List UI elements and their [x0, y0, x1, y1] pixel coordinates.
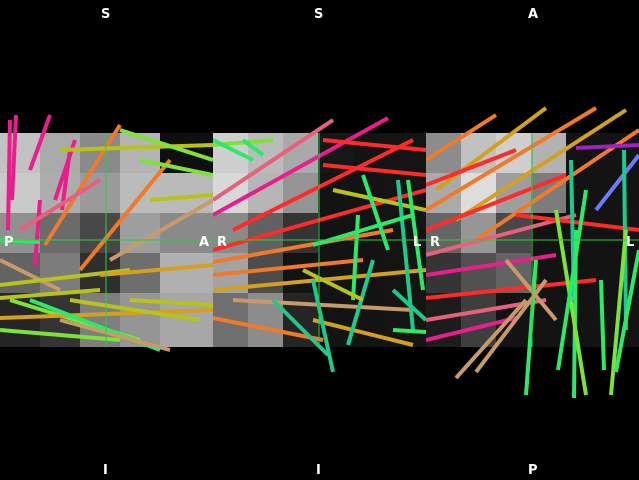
- orientation-label-right: A: [199, 235, 210, 250]
- orientation-label-top: S: [101, 7, 111, 22]
- orientation-label-top: A: [528, 7, 539, 22]
- orientation-label-left: R: [217, 235, 228, 250]
- sagittal-slice-image: [0, 114, 213, 352]
- coronal-slice-image: [213, 116, 426, 373]
- coronal-fiber-tracts: [213, 116, 426, 373]
- orientation-label-right: L: [626, 235, 635, 250]
- sagittal-view-panel[interactable]: S I P A: [0, 0, 213, 480]
- orientation-label-left: R: [430, 235, 441, 250]
- axial-fiber-tracts: [426, 106, 639, 399]
- orientation-label-bottom: P: [528, 463, 538, 478]
- orientation-label-top: S: [314, 7, 324, 22]
- axial-view-panel[interactable]: A P R L: [426, 0, 639, 480]
- orientation-label-left: P: [4, 235, 14, 250]
- orientation-label-bottom: I: [316, 463, 321, 478]
- sagittal-fiber-tracts: [0, 114, 213, 352]
- orientation-label-bottom: I: [103, 463, 108, 478]
- coronal-view-panel[interactable]: S I R L: [213, 0, 426, 480]
- axial-slice-image: [426, 106, 639, 399]
- orientation-label-right: L: [413, 235, 422, 250]
